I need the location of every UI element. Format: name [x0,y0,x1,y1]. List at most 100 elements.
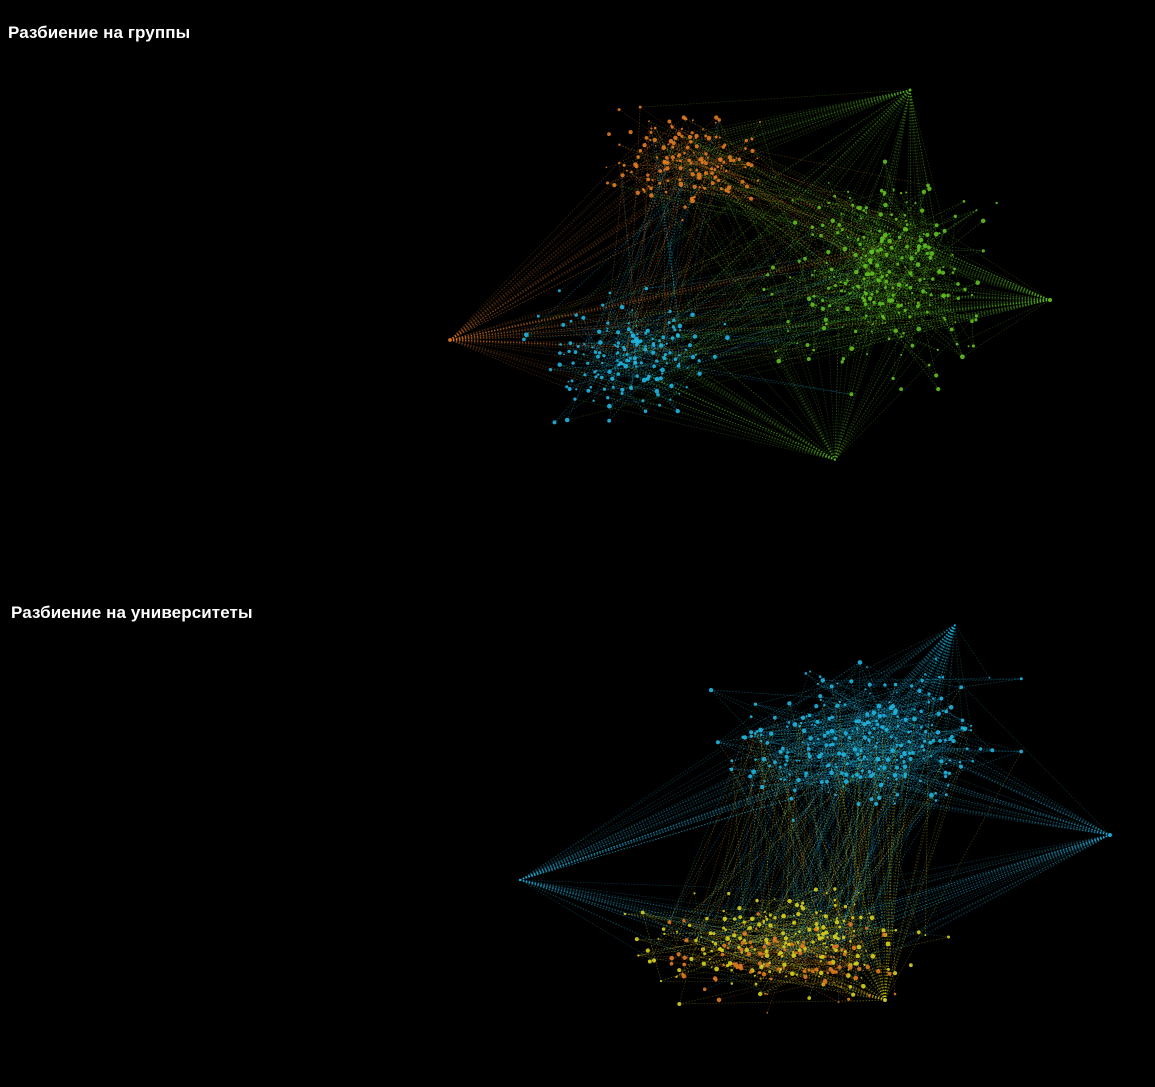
graph-edge [654,139,669,145]
graph-node [900,256,904,260]
hub-edge [519,879,826,958]
graph-edge [710,689,872,777]
hub-edge [884,969,889,1001]
graph-node [827,791,830,794]
graph-edge [808,751,1022,754]
hub-edge [878,705,1111,836]
graph-edge [718,734,762,949]
graph-node [678,354,681,357]
graph-edge [619,144,665,170]
graph-edge [857,207,881,273]
graph-edge [919,247,930,306]
graph-node [730,759,734,763]
graph-node [708,687,714,693]
graph-node [874,745,877,748]
hub-edge [519,738,819,881]
graph-node [796,342,799,345]
graph-edge [821,761,961,783]
graph-edge [808,197,851,299]
hub-edge [604,388,836,461]
hub-edge [843,624,956,755]
hub-edge [741,834,1111,953]
graph-node [592,399,595,402]
graph-edge [882,303,963,358]
hub-edge [822,225,836,461]
panel-title-universities: Разбиение на университеты [11,603,253,622]
graph-node [875,719,878,723]
graph-edge [594,354,696,373]
graph-node [880,782,884,786]
hub-edge [519,742,911,881]
graph-edge [827,732,878,793]
graph-edge [625,340,642,367]
graph-node [762,952,765,956]
hub-edge [449,226,813,341]
graph-edge [686,763,848,941]
graph-edge [841,238,883,292]
graph-edge [828,202,864,249]
graph-node [908,285,913,290]
graph-edge [782,748,898,768]
graph-edge [823,793,936,944]
hub-edge [449,323,883,341]
graph-edge [802,742,902,746]
graph-node [870,725,872,727]
graph-node [681,115,686,120]
graph-node [859,915,863,920]
graph-node [816,737,820,741]
graph-node [829,728,835,734]
graph-node [625,169,628,172]
graph-node [918,235,921,238]
graph-edge [596,345,646,372]
graph-node [685,348,688,351]
graph-edge [719,137,758,159]
graph-edge [763,745,827,975]
hub-edge [755,733,1111,836]
hub-edge [664,933,886,1001]
hub-edge [449,175,623,341]
graph-edge [761,962,834,968]
hub-edge [660,89,911,172]
graph-node [786,320,790,324]
graph-edge [808,744,828,938]
graph-node [729,767,731,770]
graph-node [914,251,918,255]
graph-edge [882,225,937,317]
hub-edge [644,379,836,461]
graph-node [722,160,726,164]
graph-node [740,951,743,954]
graph-edge [722,922,795,955]
graph-node [848,922,853,927]
graph-node [896,691,898,694]
graph-node [838,925,842,929]
graph-edge [787,752,817,970]
graph-edge [858,709,915,722]
graph-node [924,730,928,734]
graph-edge [680,136,691,186]
graph-edge [602,222,796,306]
graph-node [791,818,795,822]
hub-edge [781,956,886,1001]
graph-edge [645,333,654,353]
graph-node [857,660,863,665]
graph-node [927,692,931,696]
graph-node [593,350,598,354]
graph-node [698,186,701,189]
graph-edge [583,317,599,357]
hub-edge [747,163,836,461]
graph-node [847,190,850,193]
graph-node [839,281,842,284]
graph-node [935,730,941,735]
graph-edge [672,156,911,225]
graph-edge [711,927,724,952]
graph-edge [752,150,907,286]
graph-edge [781,758,925,954]
graph-node [884,727,889,732]
graph-node [654,388,660,394]
graph-node [681,972,685,976]
graph-node [675,408,680,414]
graph-edge [821,705,825,783]
graph-edge [676,918,753,978]
graph-node [840,289,844,293]
graph-edge [879,715,926,732]
